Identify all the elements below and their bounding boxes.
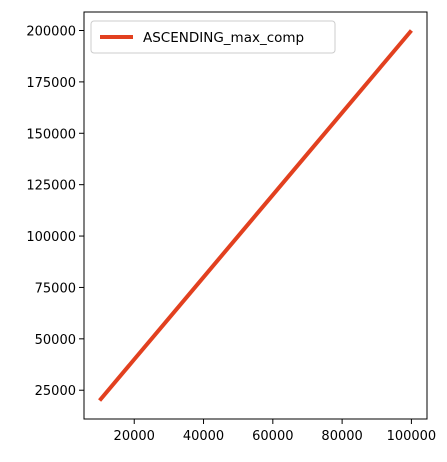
x-axis: 20000 40000 60000 80000 100000: [114, 419, 437, 444]
y-tick-label-3: 100000: [26, 230, 76, 245]
y-tick-label-1: 50000: [35, 333, 76, 348]
y-tick-label-2: 75000: [35, 281, 76, 296]
y-axis: 25000 50000 75000 100000 125000 150000 175000 2…: [26, 25, 84, 399]
x-tick-label-3: 80000: [321, 429, 362, 444]
legend: ASCENDING_max_comp: [90, 20, 336, 54]
x-tick-label-2: 60000: [252, 429, 293, 444]
x-tick-label-4: 100000: [387, 429, 437, 444]
y-tick-label-6: 175000: [26, 76, 76, 91]
series-line-0: [98, 29, 413, 402]
y-tick-label-4: 125000: [26, 179, 76, 194]
x-tick-label-0: 20000: [114, 429, 155, 444]
legend-label: ASCENDING_max_comp: [143, 30, 304, 46]
y-tick-label-7: 200000: [26, 25, 76, 40]
x-tick-label-1: 40000: [183, 429, 224, 444]
legend-box: [90, 20, 336, 54]
y-tick-label-5: 150000: [26, 127, 76, 142]
series-layer: [98, 29, 413, 402]
y-tick-label-0: 25000: [35, 384, 76, 399]
